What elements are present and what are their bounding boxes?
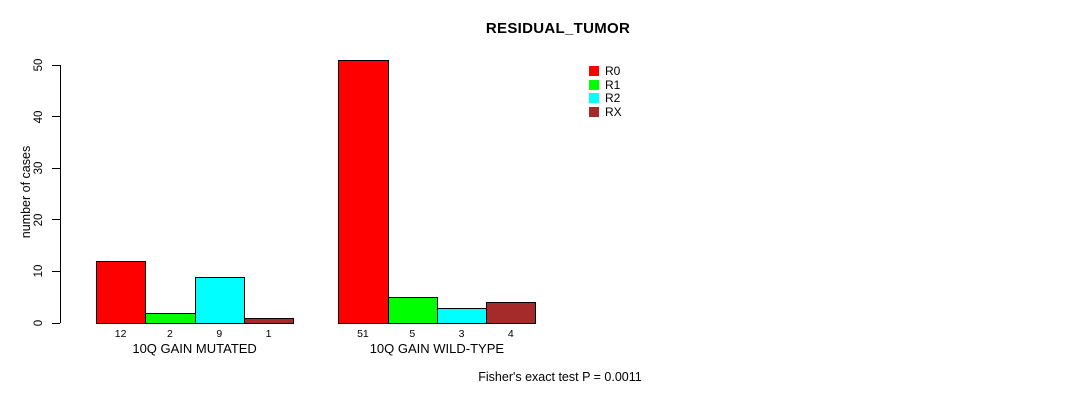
y-tick-label: 50	[33, 58, 45, 72]
y-tick	[52, 116, 60, 118]
y-tick	[52, 64, 60, 66]
y-tick	[52, 167, 60, 169]
legend-row: R0	[589, 64, 622, 78]
legend-label: R0	[605, 64, 621, 78]
annotation-text: Fisher's exact test P = 0.0011	[478, 370, 642, 384]
chart-title: RESIDUAL_TUMOR	[485, 20, 631, 37]
legend-row: R1	[589, 77, 622, 92]
bar-rx-group1	[243, 317, 295, 324]
bar-r2-group1	[194, 276, 245, 324]
y-tick-label: 0	[33, 319, 45, 327]
bar-value-label: 2	[167, 328, 173, 340]
legend-swatch-r1	[589, 79, 599, 90]
group-label: 10Q GAIN MUTATED	[132, 341, 257, 356]
legend-row: RX	[589, 105, 622, 120]
y-tick-label: 20	[33, 213, 45, 227]
legend-label: RX	[605, 105, 622, 120]
bar-value-label: 9	[216, 328, 223, 340]
bar-r1-group1	[145, 312, 196, 324]
bar-r0-group1	[96, 261, 147, 324]
legend-swatch-rx	[589, 107, 599, 118]
legend-swatch-r2	[589, 93, 599, 104]
bar-value-label: 5	[409, 328, 416, 340]
bar-value-label: 3	[458, 328, 465, 340]
bar-r2-group2	[436, 307, 488, 324]
y-tick	[52, 219, 60, 221]
bar-rx-group2	[486, 302, 537, 324]
bar-r0-group2	[338, 59, 389, 324]
y-tick-label: 40	[33, 110, 45, 123]
bar-value-label: 12	[114, 328, 127, 340]
bar-value-label: 51	[357, 328, 369, 340]
y-axis-label: number of cases	[19, 145, 33, 239]
legend-row: R2	[589, 91, 622, 106]
y-axis-line	[60, 65, 61, 323]
bar-value-label: 4	[507, 328, 514, 340]
y-tick-label: 30	[33, 161, 45, 175]
y-tick	[52, 322, 60, 324]
legend-label: R1	[605, 77, 621, 92]
bar-value-label: 1	[265, 328, 272, 340]
legend-label: R2	[605, 91, 621, 106]
group-label: 10Q GAIN WILD-TYPE	[369, 341, 505, 356]
legend-swatch-r0	[589, 66, 599, 76]
bar-r1-group2	[387, 297, 438, 324]
y-tick	[52, 270, 60, 272]
y-tick-label: 10	[33, 265, 45, 278]
legend: R0 R1 R2 RX	[589, 64, 622, 121]
